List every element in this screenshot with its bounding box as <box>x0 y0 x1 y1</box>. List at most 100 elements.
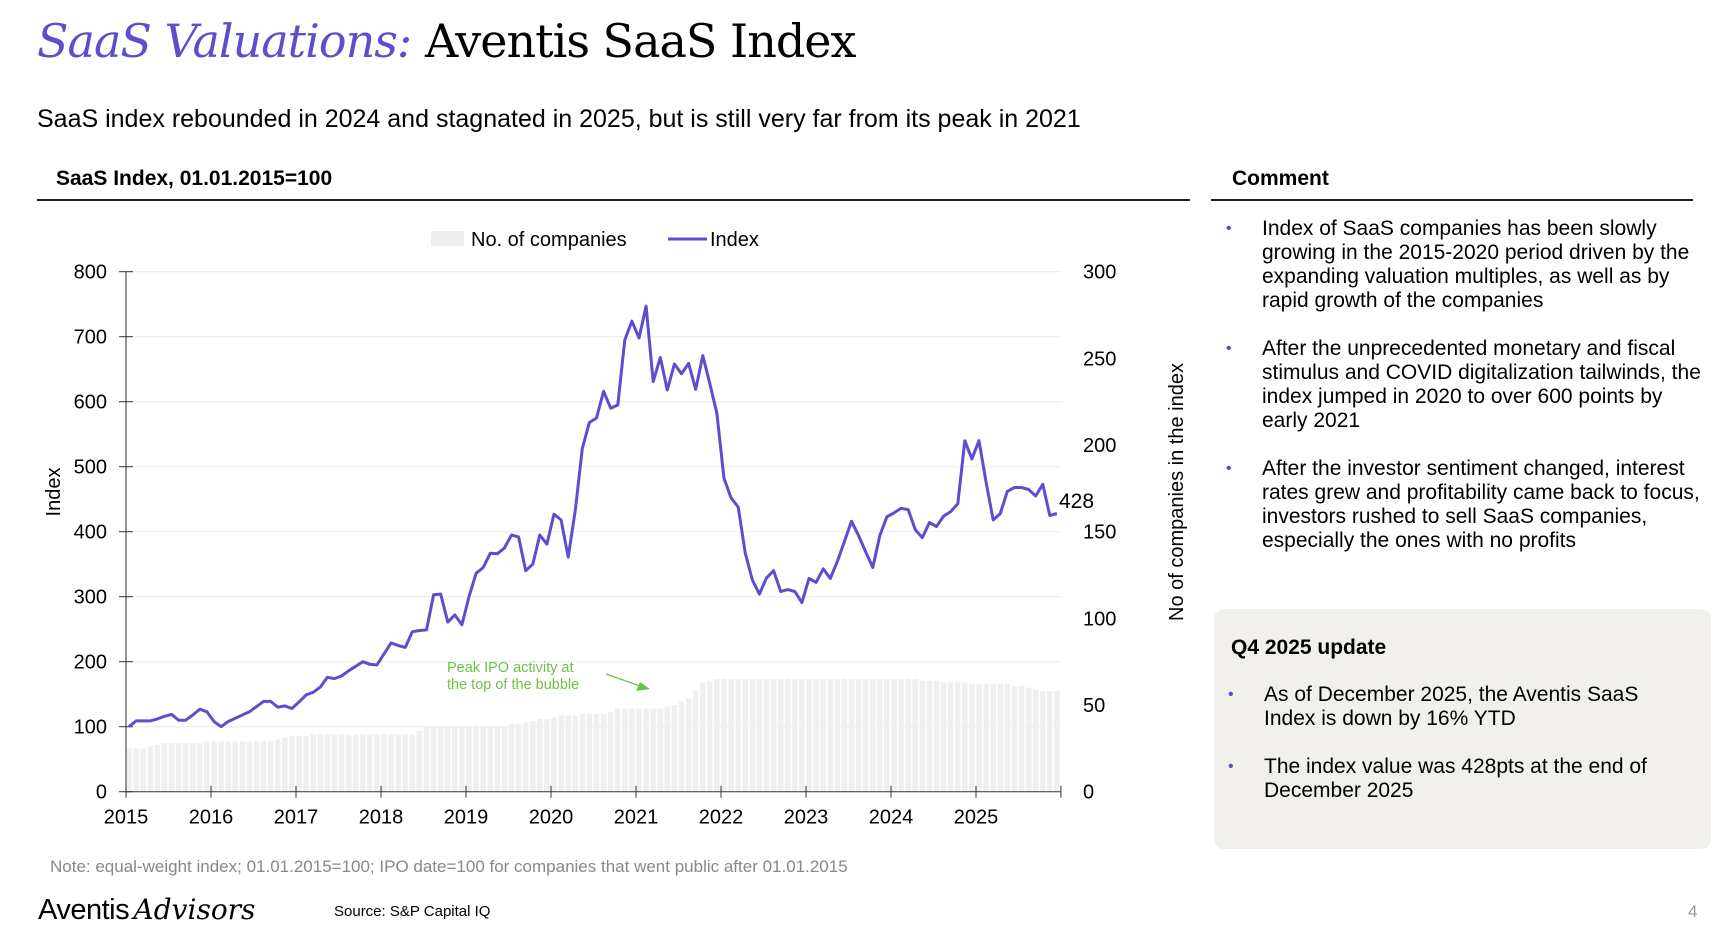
companies-bar <box>947 682 954 792</box>
aventis-logo: Aventis Advisors <box>38 893 255 927</box>
y-tick-label: 500 <box>74 457 107 479</box>
source-text: Source: S&P Capital IQ <box>334 903 491 920</box>
legend-label-index: Index <box>710 229 759 251</box>
companies-bar <box>140 748 146 792</box>
companies-bar <box>452 725 458 792</box>
y2-tick-label: 200 <box>1083 435 1116 457</box>
legend: No. of companies Index <box>431 229 759 251</box>
companies-bar <box>367 734 373 792</box>
companies-bar <box>558 715 564 792</box>
companies-bar <box>728 679 734 792</box>
companies-bar <box>862 679 869 792</box>
companies-bar <box>707 680 713 792</box>
y2-tick-label: 0 <box>1083 782 1094 804</box>
companies-bar <box>636 708 642 792</box>
x-tick-label: 2015 <box>104 807 149 829</box>
companies-bar <box>168 743 175 792</box>
y-tick-label: 200 <box>74 652 107 674</box>
q4-text: The index value was 428pts at the end of… <box>1264 755 1647 802</box>
companies-bar <box>749 679 756 792</box>
companies-bar <box>274 739 281 792</box>
companies-bar <box>211 741 217 792</box>
companies-bar <box>1047 691 1053 792</box>
page-subtitle: SaaS index rebounded in 2024 and stagnat… <box>37 105 1081 133</box>
y2-tick-label: 50 <box>1083 695 1105 717</box>
companies-bar <box>239 741 246 792</box>
companies-bar <box>133 748 139 792</box>
companies-bar <box>629 708 635 792</box>
companies-bar <box>855 679 862 792</box>
companies-bar <box>529 720 536 792</box>
companies-bar <box>175 743 182 792</box>
x-tick-label: 2021 <box>614 807 659 829</box>
companies-bars <box>126 679 1060 792</box>
companies-bar <box>983 684 989 792</box>
comment-text: After the investor sentiment changed, in… <box>1262 457 1700 552</box>
companies-bar <box>777 679 784 792</box>
q4-list: • As of December 2025, the Aventis SaaS I… <box>1228 683 1678 827</box>
companies-bar <box>586 713 593 792</box>
comment-bullet: • After the investor sentiment changed, i… <box>1226 457 1706 553</box>
comment-bullet: • Index of SaaS companies has been slowly… <box>1226 217 1706 313</box>
companies-bar <box>430 725 437 792</box>
companies-bar <box>834 679 841 792</box>
chart-heading: SaaS Index, 01.01.2015=100 <box>56 167 333 190</box>
companies-bar <box>388 734 394 792</box>
companies-bar <box>622 708 628 792</box>
companies-bar <box>969 684 975 792</box>
q4-bullet: • As of December 2025, the Aventis SaaS I… <box>1228 683 1678 731</box>
legend-swatch-companies <box>431 231 464 246</box>
q4-text: As of December 2025, the Aventis SaaS In… <box>1264 683 1639 730</box>
companies-bar <box>225 741 231 792</box>
companies-bar <box>565 715 571 792</box>
companies-bar <box>338 734 345 792</box>
companies-bar <box>260 741 267 792</box>
companies-bar <box>126 748 132 792</box>
bullet-icon: • <box>1228 758 1234 775</box>
companies-bar <box>884 679 890 792</box>
companies-bar <box>359 734 366 792</box>
y2-tick-label: 100 <box>1083 608 1116 630</box>
legend-label-companies: No. of companies <box>471 229 627 251</box>
companies-bar <box>310 734 316 792</box>
chart-heading-rule <box>37 199 1190 201</box>
companies-bar <box>182 743 189 792</box>
companies-bar <box>905 679 911 792</box>
companies-bar <box>848 679 855 792</box>
x-tick-label: 2016 <box>189 807 234 829</box>
companies-bar <box>650 708 656 792</box>
y-axis-label: Index <box>43 468 65 517</box>
x-tick-label: 2019 <box>444 807 489 829</box>
ipo-annotation: Peak IPO activity at the top of the bubb… <box>447 660 650 693</box>
bullet-icon: • <box>1226 340 1232 357</box>
footnote: Note: equal-weight index; 01.01.2015=100… <box>50 857 848 876</box>
companies-bar <box>898 679 904 792</box>
companies-bar <box>770 679 777 792</box>
companies-bar <box>352 734 359 792</box>
companies-bar <box>763 679 770 792</box>
x-tick-label: 2020 <box>529 807 574 829</box>
companies-bar <box>877 679 883 792</box>
annotation-arrow-shaft <box>605 673 641 687</box>
companies-bar <box>692 691 699 792</box>
y-tick-label: 0 <box>96 782 107 804</box>
companies-bar <box>282 737 288 792</box>
companies-bar <box>891 679 897 792</box>
companies-bar <box>933 680 940 792</box>
companies-bar <box>954 682 961 792</box>
comment-text: After the unprecedented monetary and fis… <box>1262 337 1701 432</box>
companies-bar <box>544 718 550 792</box>
companies-bar <box>522 722 529 792</box>
companies-bar <box>919 680 926 792</box>
companies-bar <box>303 736 309 792</box>
companies-bar <box>416 731 423 792</box>
comment-bullet: • After the unprecedented monetary and fi… <box>1226 337 1706 433</box>
companies-bar <box>197 743 203 792</box>
companies-bar <box>218 741 224 792</box>
y-tick-label: 300 <box>74 587 107 609</box>
companies-bar <box>799 679 805 792</box>
companies-bar <box>324 734 331 792</box>
companies-bar <box>1054 691 1060 792</box>
companies-bar <box>374 734 380 792</box>
companies-bar <box>976 684 982 792</box>
